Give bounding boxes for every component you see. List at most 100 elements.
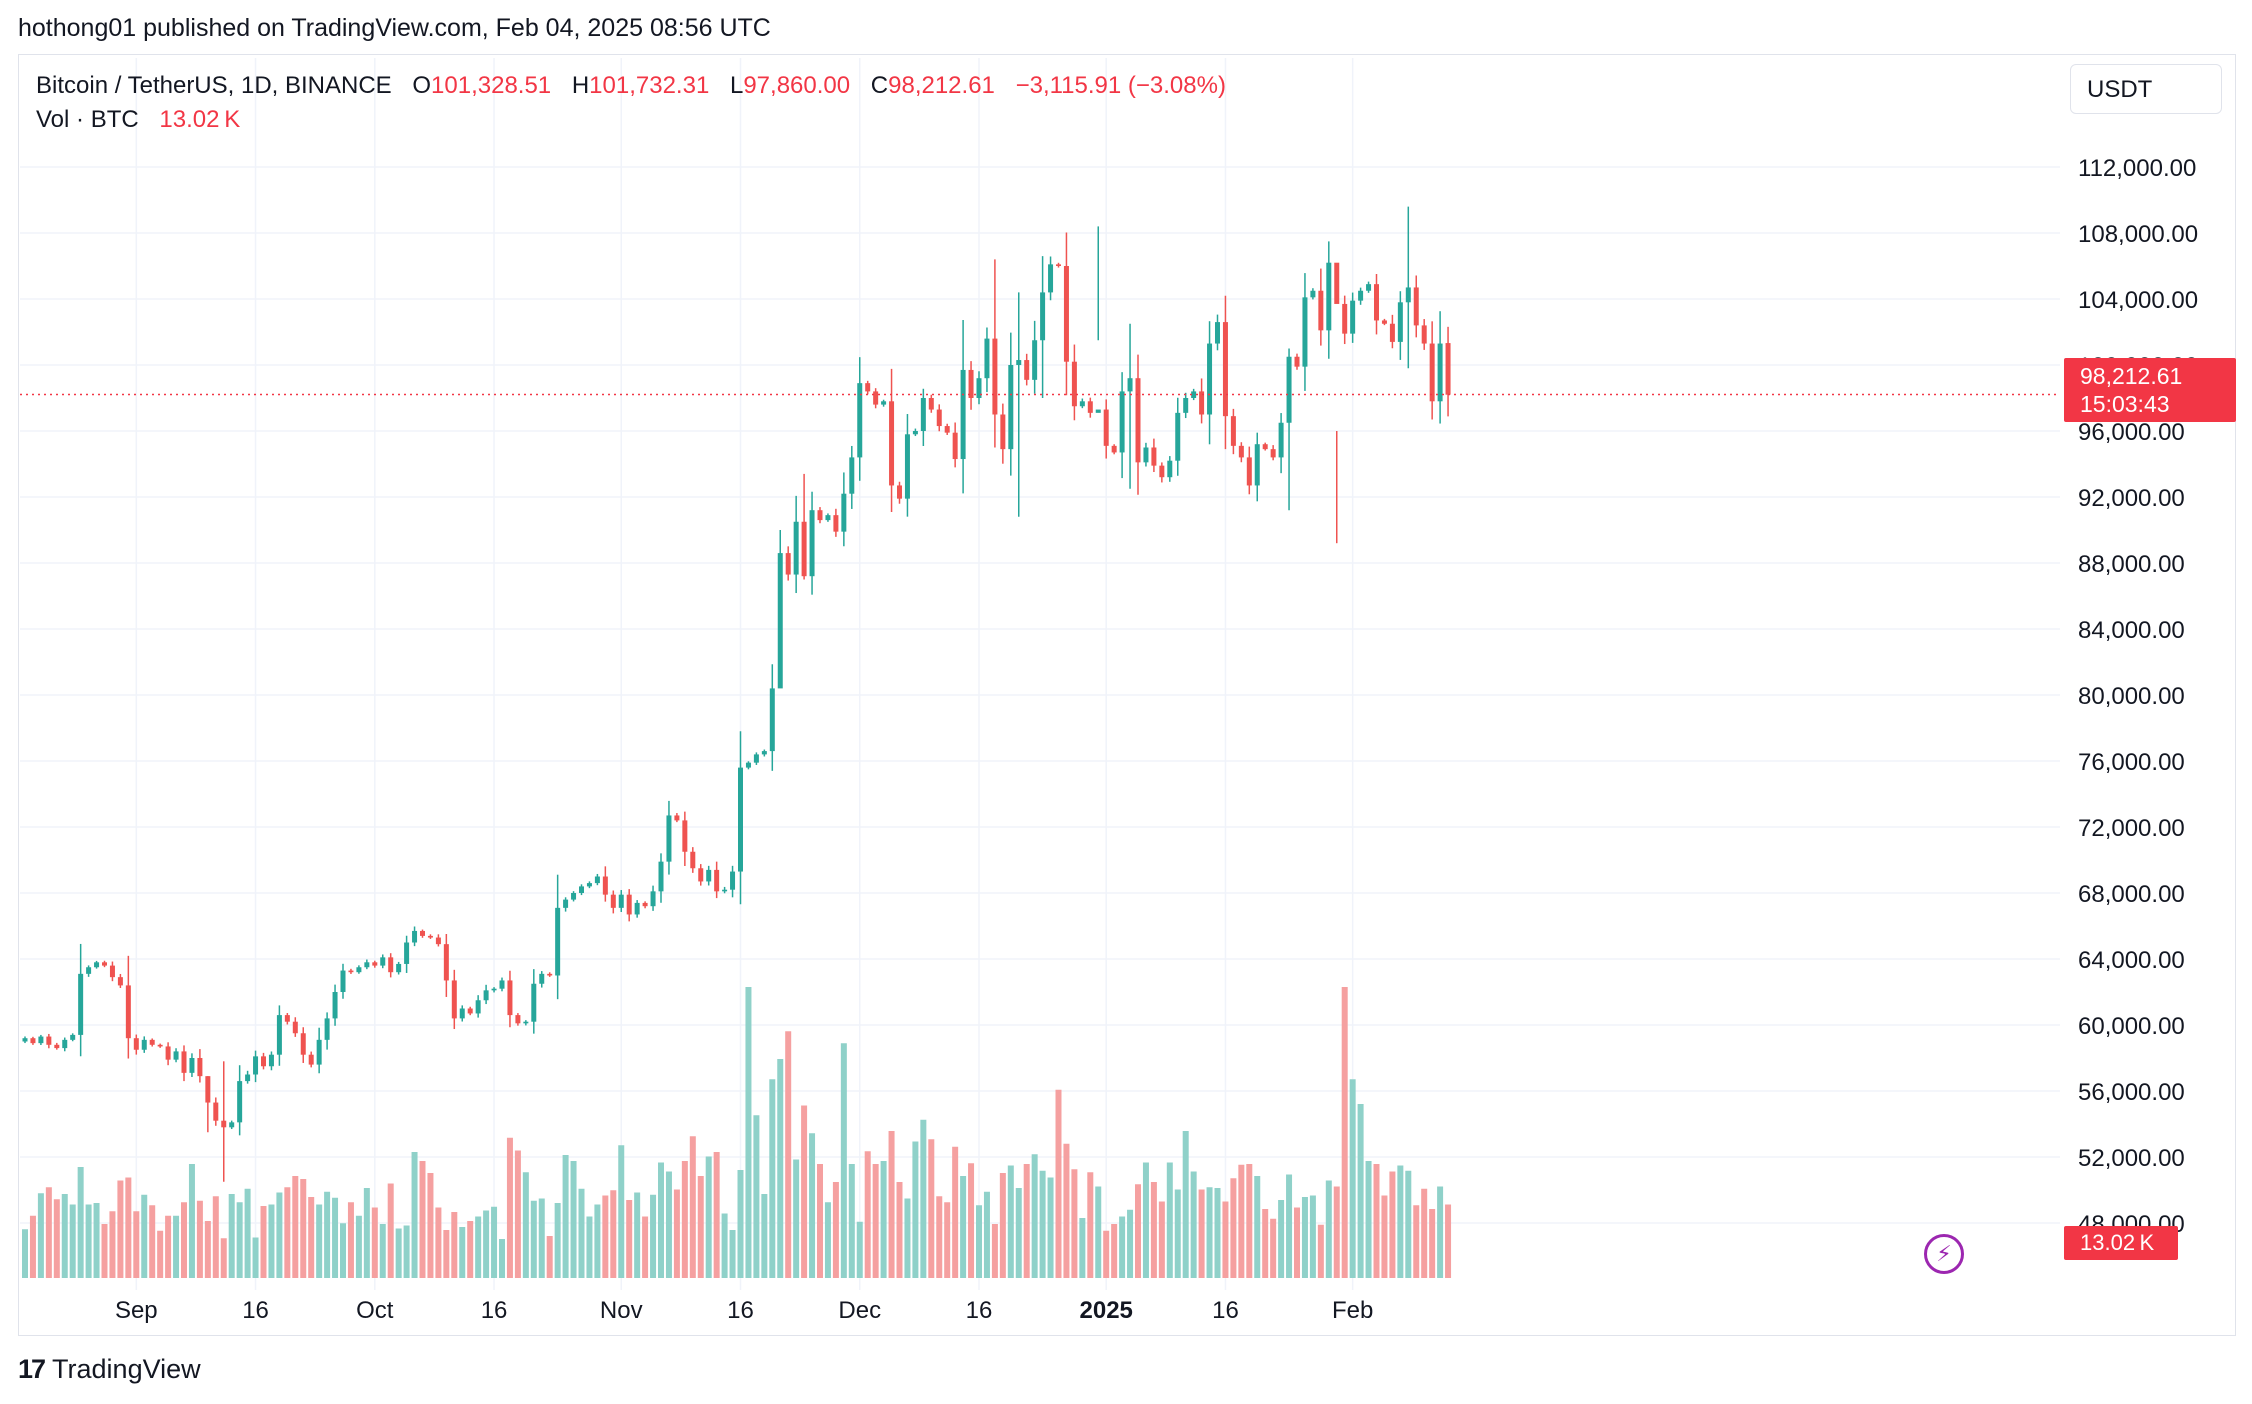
volume-bar xyxy=(952,1146,959,1278)
volume-bar xyxy=(1039,1170,1046,1278)
candle-body xyxy=(1175,412,1181,461)
candle-body xyxy=(324,1018,330,1040)
price-tick-label: 96,000.00 xyxy=(2078,419,2185,446)
price-tick-label: 72,000.00 xyxy=(2078,815,2185,842)
candle-body xyxy=(451,980,457,1019)
volume-bar xyxy=(713,1152,720,1278)
candle-body xyxy=(372,962,378,966)
volume-bar xyxy=(1405,1170,1412,1278)
volume-bar xyxy=(1095,1186,1102,1278)
candle-body xyxy=(62,1039,68,1049)
volume-bar xyxy=(1174,1189,1181,1278)
price-tick-label: 52,000.00 xyxy=(2078,1145,2185,1172)
volume-bar xyxy=(1119,1216,1126,1278)
symbol-title[interactable]: Bitcoin / TetherUS, 1D, BINANCE xyxy=(36,72,392,99)
volume-label[interactable]: Vol · BTC xyxy=(36,106,139,133)
candle-body xyxy=(1191,391,1197,398)
volume-bar xyxy=(1015,1188,1022,1278)
time-axis: Sep 16 Oct 16 Nov 16 Dec 16 2025 16 Feb xyxy=(115,1297,1373,1324)
candle-body xyxy=(133,1038,139,1050)
volume-bar xyxy=(1047,1177,1054,1278)
candle-body xyxy=(642,902,648,907)
volume-bar xyxy=(292,1176,299,1278)
candle-body xyxy=(38,1036,44,1044)
candle-body xyxy=(658,861,664,892)
candle-body xyxy=(1016,360,1022,365)
volume-bar xyxy=(268,1204,275,1278)
lightning-bolt-icon[interactable]: ⚡ xyxy=(1924,1234,1964,1274)
candle-body xyxy=(610,894,616,908)
volume-bar xyxy=(157,1230,164,1278)
candle-body xyxy=(1207,343,1213,415)
candle-body xyxy=(78,973,84,1035)
volume-bar xyxy=(1079,1218,1086,1278)
open-value: 101,328.51 xyxy=(431,72,552,99)
candle-body xyxy=(396,963,402,973)
high-value: 101,732.31 xyxy=(589,72,710,99)
chart-frame[interactable] xyxy=(18,54,2236,1336)
candle-body xyxy=(1199,391,1205,415)
candle-body xyxy=(928,398,934,410)
price-tick-label: 112,000.00 xyxy=(2078,155,2196,182)
volume-bar xyxy=(697,1176,704,1278)
candle-body xyxy=(586,883,592,887)
candle-body xyxy=(1350,300,1356,334)
candle-body xyxy=(420,930,425,936)
bar-countdown: 15:03:43 xyxy=(2080,391,2170,417)
volume-bar xyxy=(347,1202,354,1278)
candle-body xyxy=(356,967,362,973)
time-tick-label: Oct xyxy=(356,1297,394,1324)
candle-body xyxy=(793,521,799,575)
candle-body xyxy=(1318,290,1324,331)
volume-bar xyxy=(93,1203,100,1278)
volume-bar xyxy=(864,1151,871,1278)
candle-body xyxy=(1119,391,1125,453)
time-tick-label: 2025 xyxy=(1080,1297,1133,1324)
candle-body xyxy=(571,893,577,900)
open-label: O xyxy=(412,72,432,99)
candle-body xyxy=(897,485,902,499)
volume-bar xyxy=(1055,1089,1062,1278)
currency-selector[interactable]: USDT xyxy=(2070,64,2222,114)
volume-bar xyxy=(1413,1205,1420,1278)
volume-bar xyxy=(594,1204,601,1278)
volume-bar xyxy=(165,1215,172,1278)
candle-body xyxy=(205,1076,211,1103)
candle-body xyxy=(1262,444,1268,450)
tradingview-brand[interactable]: 17 TradingView xyxy=(18,1354,201,1385)
candle-body xyxy=(531,983,537,1022)
candle-body xyxy=(46,1036,52,1045)
candle-body xyxy=(1334,262,1340,304)
candle-body xyxy=(70,1034,76,1040)
candle-body xyxy=(1063,266,1069,362)
candle-body xyxy=(825,515,831,521)
last-volume-tag: 13.02 K xyxy=(2064,1226,2178,1260)
volume-bar xyxy=(618,1145,625,1278)
candle-body xyxy=(698,868,704,882)
high-label: H xyxy=(571,72,590,99)
volume-bar xyxy=(650,1194,657,1278)
volume-bar xyxy=(109,1211,116,1278)
candle-body xyxy=(889,401,895,486)
volume-bar xyxy=(204,1221,211,1278)
candle-body xyxy=(1310,290,1316,298)
volume-bar xyxy=(1238,1164,1245,1278)
volume-bar xyxy=(340,1223,346,1278)
candle-body xyxy=(579,886,584,893)
price-tick-label: 88,000.00 xyxy=(2078,551,2185,578)
candle-body xyxy=(1087,401,1093,413)
volume-bar xyxy=(451,1212,458,1278)
candle-body xyxy=(634,902,640,915)
volume-bar xyxy=(1421,1188,1428,1278)
candle-body xyxy=(427,935,433,938)
volume-bar xyxy=(260,1206,267,1278)
candles xyxy=(20,206,2060,1182)
volume-bars xyxy=(22,987,1452,1278)
candle-body xyxy=(149,1039,155,1045)
volume-bar xyxy=(681,1161,688,1278)
candle-body xyxy=(475,1000,481,1014)
change-value: −3,115.91 (−3.08%) xyxy=(1015,72,1226,99)
candle-body xyxy=(1445,343,1451,395)
volume-bar xyxy=(936,1196,943,1278)
